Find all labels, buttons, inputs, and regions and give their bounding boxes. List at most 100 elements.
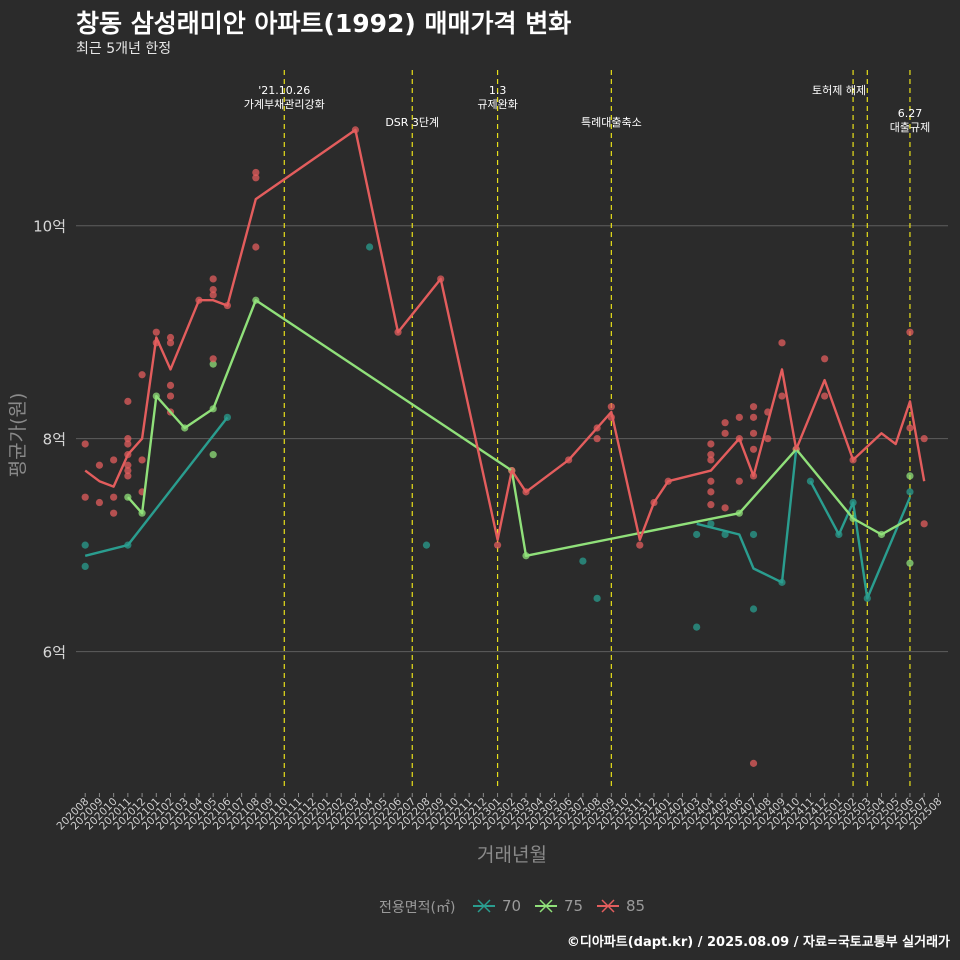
scatter-point-85 <box>735 477 743 485</box>
scatter-point-85 <box>778 339 786 347</box>
y-tick-label: 10억 <box>33 218 66 236</box>
scatter-point-85 <box>764 435 772 443</box>
scatter-point-85 <box>81 440 89 448</box>
legend-key-mark <box>477 899 491 913</box>
y-axis-label: 평균가(원) <box>7 393 29 478</box>
event-label: 6.27 <box>898 107 923 120</box>
scatter-point-85 <box>209 275 217 283</box>
scatter-point-70 <box>749 605 758 613</box>
scatter-point-85 <box>124 440 132 448</box>
scatter-point-85 <box>209 285 217 294</box>
scatter-point-85 <box>124 397 132 405</box>
scatter-point-85 <box>906 328 914 336</box>
scatter-point-75 <box>906 472 914 480</box>
scatter-point-85 <box>778 392 786 400</box>
series-line-85 <box>84 128 926 541</box>
legend-title: 전용면적(㎡) <box>379 900 455 916</box>
scatter-point-85 <box>707 501 715 509</box>
scatter-point-85 <box>110 493 118 501</box>
scatter-point-70 <box>707 520 715 528</box>
scatter-point-85 <box>209 355 217 363</box>
y-tick-label: 6억 <box>43 644 66 662</box>
scatter-point-85 <box>166 333 175 342</box>
scatter-point-85 <box>252 243 260 251</box>
scatter-point-85 <box>821 355 829 363</box>
scatter-point-75 <box>209 360 217 368</box>
event-label: 규제완화 <box>477 98 517 111</box>
y-tick-label: 8억 <box>43 431 66 449</box>
scatter-point-70 <box>749 530 758 539</box>
scatter-point-85 <box>124 435 132 443</box>
scatter-point-85 <box>636 541 644 549</box>
series-line-70 <box>84 416 229 557</box>
scatter-point-85 <box>124 472 132 480</box>
source-caption: ©디아파트(dapt.kr) / 2025.08.09 / 자료=국토교통부 실… <box>566 935 950 950</box>
scatter-point-70 <box>81 562 89 571</box>
event-label: 토허제 해제 <box>812 83 866 97</box>
scatter-point-70 <box>579 557 587 565</box>
series-line-70 <box>696 449 798 584</box>
scatter-point-85 <box>707 477 715 485</box>
scatter-point-85 <box>95 498 104 507</box>
scatter-point-85 <box>166 381 175 390</box>
scatter-point-85 <box>821 392 829 400</box>
event-label: DSR 3단계 <box>385 116 439 129</box>
scatter-point-85 <box>81 493 89 501</box>
scatter-point-85 <box>138 456 146 464</box>
scatter-point-85 <box>906 424 914 432</box>
scatter-point-70 <box>906 488 914 496</box>
scatter-point-85 <box>124 461 132 469</box>
scatter-point-70 <box>366 243 374 251</box>
scatter-point-85 <box>920 435 928 443</box>
scatter-point-85 <box>252 174 260 182</box>
scatter-point-85 <box>138 371 146 379</box>
scatter-point-85 <box>95 461 104 469</box>
scatter-point-85 <box>593 435 601 443</box>
scatter-point-75 <box>209 451 217 459</box>
event-label: '21.10.26 <box>258 84 310 97</box>
event-label: 특례대출축소 <box>581 116 642 129</box>
scatter-point-70 <box>693 530 701 539</box>
scatter-point-85 <box>607 403 615 411</box>
event-label: 1.3 <box>489 84 507 97</box>
scatter-point-85 <box>707 451 715 459</box>
scatter-point-85 <box>749 429 758 437</box>
legend: 전용면적(㎡) 70 75 85 <box>379 897 645 916</box>
scatter-point-85 <box>152 328 160 336</box>
grid-layer <box>76 225 948 653</box>
scatter-point-85 <box>749 759 758 767</box>
line-layer <box>84 128 926 600</box>
event-label: 대출규제 <box>890 121 930 134</box>
scatter-point-85 <box>721 504 729 512</box>
scatter-layer <box>81 126 928 767</box>
scatter-point-85 <box>920 520 928 528</box>
legend-label-75: 75 <box>564 897 583 915</box>
scatter-point-70 <box>593 594 601 602</box>
scatter-point-85 <box>749 403 758 411</box>
legend-key-mark <box>539 899 553 913</box>
scatter-point-85 <box>749 413 758 421</box>
scatter-point-75 <box>906 559 914 567</box>
x-axis-label: 거래년월 <box>477 844 547 866</box>
scatter-point-70 <box>81 541 89 549</box>
scatter-point-85 <box>721 429 729 437</box>
scatter-point-85 <box>493 541 502 549</box>
y-axis-ticks: 6억 8억 10억 <box>33 218 66 662</box>
legend-key-mark <box>601 899 615 913</box>
event-label: 가계부채관리강화 <box>244 98 325 111</box>
series-line-70 <box>809 480 912 600</box>
scatter-point-85 <box>707 456 715 464</box>
legend-label-70: 70 <box>502 897 521 915</box>
scatter-point-85 <box>735 413 743 421</box>
legend-label-85: 85 <box>626 897 645 915</box>
scatter-point-85 <box>707 440 715 448</box>
scatter-point-85 <box>209 291 217 299</box>
scatter-point-85 <box>166 339 175 347</box>
scatter-point-70 <box>422 541 431 549</box>
scatter-point-85 <box>721 419 729 427</box>
scatter-point-85 <box>166 392 175 400</box>
scatter-point-85 <box>110 509 118 517</box>
scatter-point-85 <box>124 466 132 475</box>
